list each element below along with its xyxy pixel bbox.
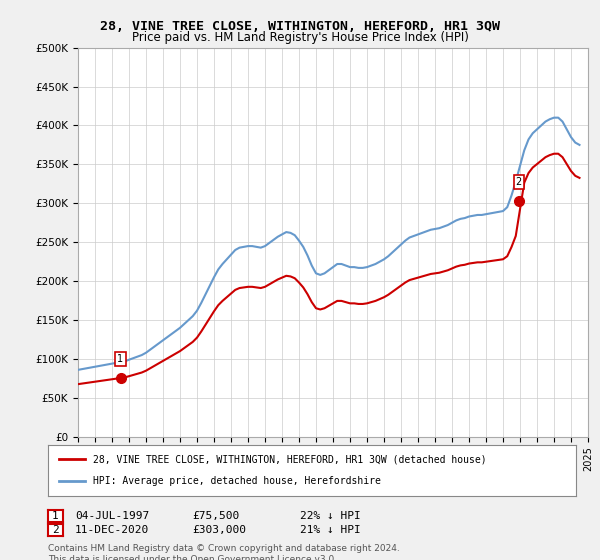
Text: 04-JUL-1997: 04-JUL-1997 (75, 511, 149, 521)
Text: Contains HM Land Registry data © Crown copyright and database right 2024.
This d: Contains HM Land Registry data © Crown c… (48, 544, 400, 560)
Text: 11-DEC-2020: 11-DEC-2020 (75, 525, 149, 535)
Text: 28, VINE TREE CLOSE, WITHINGTON, HEREFORD, HR1 3QW: 28, VINE TREE CLOSE, WITHINGTON, HEREFOR… (100, 20, 500, 32)
Text: £75,500: £75,500 (192, 511, 239, 521)
Text: 21% ↓ HPI: 21% ↓ HPI (300, 525, 361, 535)
Text: Price paid vs. HM Land Registry's House Price Index (HPI): Price paid vs. HM Land Registry's House … (131, 31, 469, 44)
Text: HPI: Average price, detached house, Herefordshire: HPI: Average price, detached house, Here… (93, 477, 381, 487)
Text: 28, VINE TREE CLOSE, WITHINGTON, HEREFORD, HR1 3QW (detached house): 28, VINE TREE CLOSE, WITHINGTON, HEREFOR… (93, 454, 487, 464)
Text: 1: 1 (52, 511, 59, 521)
Text: 2: 2 (52, 525, 59, 535)
Text: 1: 1 (118, 354, 124, 364)
Text: 2: 2 (515, 177, 522, 187)
Text: 22% ↓ HPI: 22% ↓ HPI (300, 511, 361, 521)
Text: £303,000: £303,000 (192, 525, 246, 535)
